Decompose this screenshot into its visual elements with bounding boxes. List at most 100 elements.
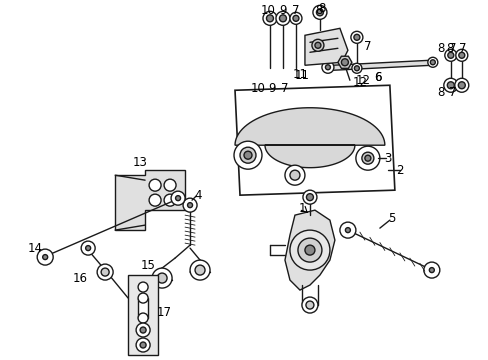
Circle shape <box>297 238 321 262</box>
Circle shape <box>353 34 359 40</box>
Circle shape <box>101 268 109 276</box>
Circle shape <box>136 323 150 337</box>
Text: 8: 8 <box>436 86 444 99</box>
Text: 7: 7 <box>292 4 299 17</box>
Circle shape <box>190 260 210 280</box>
Text: 7: 7 <box>364 40 371 53</box>
Circle shape <box>81 241 95 255</box>
Circle shape <box>234 141 262 169</box>
Text: 9: 9 <box>268 82 275 95</box>
Circle shape <box>164 194 176 206</box>
Circle shape <box>187 203 192 208</box>
Text: 14: 14 <box>28 242 42 255</box>
Circle shape <box>443 78 457 92</box>
Circle shape <box>171 191 184 205</box>
Circle shape <box>345 228 350 233</box>
Circle shape <box>152 268 172 288</box>
Polygon shape <box>128 275 158 355</box>
Polygon shape <box>138 298 148 318</box>
Polygon shape <box>115 170 184 230</box>
Circle shape <box>311 39 323 51</box>
Text: 13: 13 <box>132 156 147 169</box>
Text: 3: 3 <box>384 152 391 165</box>
Circle shape <box>138 282 148 292</box>
Circle shape <box>175 195 180 201</box>
Circle shape <box>289 170 299 180</box>
Circle shape <box>316 9 323 16</box>
Circle shape <box>312 5 326 19</box>
Text: 11: 11 <box>294 69 309 82</box>
Circle shape <box>292 15 298 21</box>
Text: 7: 7 <box>448 42 456 55</box>
Circle shape <box>136 338 150 352</box>
Text: 7: 7 <box>281 82 288 95</box>
Circle shape <box>444 49 456 61</box>
Text: 4: 4 <box>194 189 202 202</box>
Circle shape <box>427 57 437 67</box>
Circle shape <box>325 65 330 70</box>
Text: 1: 1 <box>298 202 305 215</box>
Circle shape <box>306 194 313 201</box>
Circle shape <box>305 301 313 309</box>
Text: 8: 8 <box>315 4 322 17</box>
Text: 8: 8 <box>318 2 325 15</box>
Text: 11: 11 <box>292 68 307 81</box>
Polygon shape <box>235 108 384 168</box>
Circle shape <box>138 313 148 323</box>
Text: 10: 10 <box>250 82 265 95</box>
Circle shape <box>350 31 362 43</box>
Text: 6: 6 <box>373 71 381 84</box>
Text: 8: 8 <box>445 42 452 55</box>
Circle shape <box>301 297 317 313</box>
Text: 16: 16 <box>73 271 87 284</box>
Text: 2: 2 <box>395 164 403 177</box>
Text: 8: 8 <box>436 42 444 55</box>
Circle shape <box>457 82 465 89</box>
Circle shape <box>339 222 355 238</box>
Circle shape <box>164 179 176 191</box>
Circle shape <box>157 273 167 283</box>
Text: 7: 7 <box>448 86 456 99</box>
Circle shape <box>195 265 204 275</box>
Text: 17: 17 <box>156 306 171 319</box>
Circle shape <box>423 262 439 278</box>
Text: 12: 12 <box>355 74 369 87</box>
Circle shape <box>341 59 347 66</box>
Text: 10: 10 <box>260 4 275 17</box>
Circle shape <box>305 245 314 255</box>
Circle shape <box>279 15 286 22</box>
Circle shape <box>140 342 146 348</box>
Circle shape <box>289 230 329 270</box>
Circle shape <box>355 146 379 170</box>
Circle shape <box>244 151 251 159</box>
Polygon shape <box>331 60 431 70</box>
Circle shape <box>351 63 361 73</box>
Circle shape <box>321 61 333 73</box>
Circle shape <box>428 267 433 273</box>
Circle shape <box>149 194 161 206</box>
Text: 9: 9 <box>279 4 286 17</box>
Circle shape <box>285 165 305 185</box>
Circle shape <box>240 147 255 163</box>
Polygon shape <box>285 210 334 290</box>
Circle shape <box>361 152 373 164</box>
Polygon shape <box>337 56 351 68</box>
Circle shape <box>429 60 434 65</box>
Circle shape <box>455 49 467 61</box>
Circle shape <box>138 293 148 303</box>
Circle shape <box>266 15 273 22</box>
Circle shape <box>183 198 197 212</box>
Circle shape <box>289 12 301 24</box>
Text: 12: 12 <box>352 76 366 89</box>
Text: 15: 15 <box>141 258 155 271</box>
Circle shape <box>314 42 320 48</box>
Circle shape <box>458 52 464 58</box>
Circle shape <box>364 155 370 161</box>
Circle shape <box>263 11 276 25</box>
Circle shape <box>303 190 316 204</box>
Text: 7: 7 <box>458 42 466 55</box>
Circle shape <box>37 249 53 265</box>
Polygon shape <box>235 85 394 195</box>
Text: 5: 5 <box>387 212 395 225</box>
Circle shape <box>275 11 289 25</box>
